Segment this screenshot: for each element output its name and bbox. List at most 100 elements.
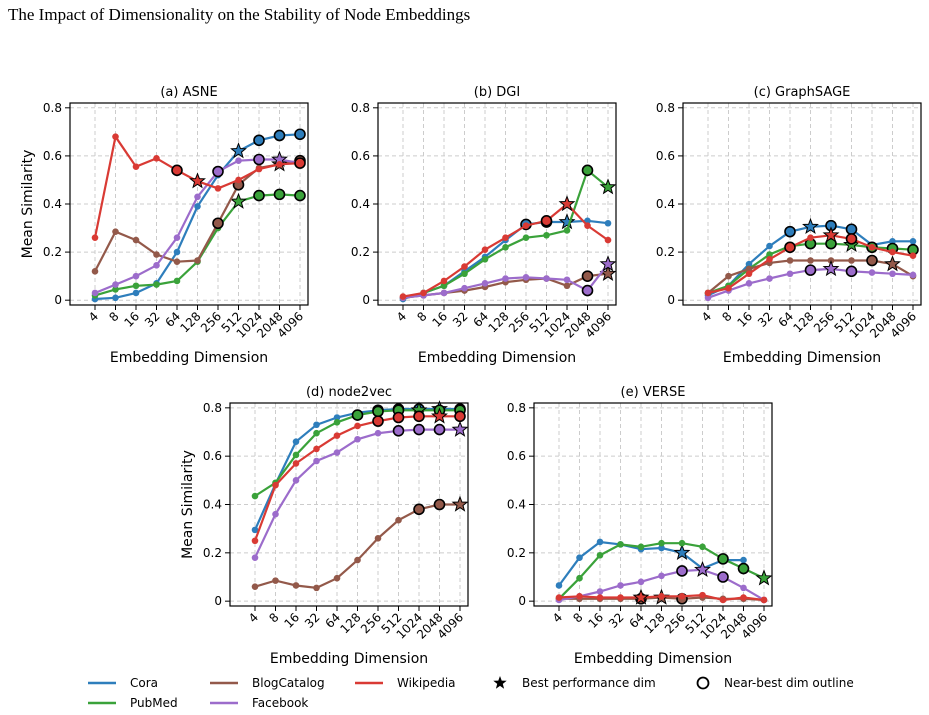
point	[481, 256, 489, 263]
y-tick-label: 0	[362, 293, 370, 307]
point	[292, 582, 300, 589]
plot-frame	[69, 102, 309, 306]
point	[502, 275, 509, 282]
near-best-marker	[717, 553, 729, 565]
point	[251, 526, 259, 534]
near-best-marker	[845, 265, 858, 278]
point	[214, 185, 222, 192]
legend-label: Near-best dim outline	[724, 676, 854, 690]
point	[313, 429, 320, 437]
x-tick-label: 32	[450, 309, 471, 330]
point	[576, 593, 583, 600]
point	[766, 275, 773, 282]
x-tick-label: 256	[358, 610, 384, 636]
point	[112, 133, 119, 140]
x-tick-label: 128	[642, 610, 668, 636]
near-best-marker	[253, 153, 265, 166]
point	[153, 155, 160, 162]
best-marker	[431, 407, 448, 424]
plot-frame	[533, 402, 773, 607]
y-tick-label: 0.6	[656, 149, 675, 163]
point	[719, 596, 727, 604]
point	[251, 537, 259, 545]
point	[868, 269, 876, 276]
point	[313, 457, 320, 465]
y-tick-label: 0.8	[351, 101, 370, 115]
near-best-marker	[845, 233, 858, 245]
best-marker	[822, 259, 840, 277]
point	[745, 270, 753, 278]
point	[889, 248, 896, 256]
near-best-marker	[372, 405, 384, 418]
near-best-marker	[866, 254, 878, 267]
panel-title: (e) VERSE	[621, 385, 686, 400]
point	[543, 231, 550, 239]
x-axis-label: Embedding Dimension	[574, 651, 732, 667]
point	[91, 234, 99, 241]
y-tick-label: 0.4	[351, 197, 370, 211]
point	[132, 289, 140, 297]
point	[91, 268, 99, 275]
point	[251, 492, 259, 500]
x-tick-label: 8	[266, 610, 281, 625]
point	[584, 222, 591, 229]
legend-label: PubMed	[130, 696, 178, 710]
best-marker	[558, 213, 576, 230]
point	[563, 282, 571, 290]
point	[173, 258, 181, 266]
x-tick-label: 4	[699, 309, 714, 324]
near-best-marker	[351, 409, 364, 421]
x-tick-label: 16	[121, 309, 142, 330]
near-best-marker	[392, 411, 405, 424]
near-best-marker	[294, 157, 306, 169]
point	[740, 556, 747, 564]
point	[596, 551, 604, 559]
point	[909, 252, 917, 260]
x-tick-label: 32	[755, 309, 776, 330]
plot-frame	[229, 402, 469, 607]
point	[502, 243, 509, 251]
near-best-marker	[804, 264, 817, 276]
near-best-marker	[784, 241, 796, 254]
point	[786, 270, 794, 278]
point	[112, 294, 119, 302]
point	[745, 265, 753, 273]
point	[440, 289, 448, 297]
near-best-marker	[253, 189, 265, 202]
near-best-marker	[717, 571, 729, 583]
best-marker	[558, 195, 576, 212]
y-tick-label: 0	[518, 594, 526, 608]
y-tick-label: 0.2	[656, 245, 675, 259]
y-tick-label: 0.4	[203, 498, 222, 512]
near-best-marker	[676, 565, 688, 577]
point	[354, 435, 361, 443]
point	[333, 419, 341, 426]
x-tick-label: 4	[550, 610, 565, 625]
point	[292, 477, 300, 484]
near-best-marker	[212, 165, 224, 178]
y-tick-label: 0.6	[43, 149, 62, 163]
near-best-marker	[433, 498, 446, 511]
legend-star	[493, 676, 507, 689]
best-marker	[694, 560, 711, 577]
x-tick-label: 32	[142, 309, 163, 330]
point	[555, 594, 563, 601]
point	[272, 510, 279, 518]
y-tick-label: 0	[54, 293, 62, 307]
point	[112, 286, 119, 293]
best-marker	[599, 255, 617, 272]
x-tick-label: 8	[414, 309, 429, 324]
point	[395, 516, 402, 524]
point	[374, 429, 382, 437]
best-marker	[822, 226, 840, 243]
near-best-marker	[372, 415, 384, 427]
point	[292, 438, 300, 445]
point	[440, 282, 448, 290]
best-marker	[230, 142, 247, 159]
point	[617, 594, 624, 601]
point	[272, 481, 279, 489]
point	[333, 432, 341, 439]
point	[235, 157, 242, 165]
point	[272, 577, 279, 584]
